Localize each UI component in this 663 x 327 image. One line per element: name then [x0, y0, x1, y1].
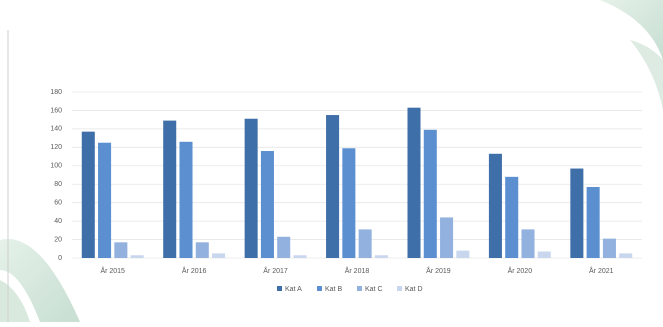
bar [358, 229, 372, 258]
bar [130, 255, 144, 258]
x-tick-label: År 2021 [589, 266, 614, 275]
x-tick-label: År 2015 [100, 266, 125, 275]
y-tick-label: 0 [58, 255, 62, 262]
bar [537, 251, 551, 258]
y-tick-label: 80 [54, 181, 62, 188]
bar [342, 148, 356, 258]
bar [602, 238, 616, 258]
x-tick-label: År 2020 [508, 266, 533, 275]
y-tick-label: 100 [50, 163, 62, 170]
x-tick-label: År 2016 [182, 266, 207, 275]
y-tick-label: 140 [50, 126, 62, 133]
chart: 0 20 40 60 80 100 120 140 160 180 År 2015 År 2016 År… [50, 89, 642, 293]
bar [505, 176, 519, 258]
y-tick-label: 120 [50, 144, 62, 151]
bar [293, 255, 307, 258]
bar [586, 186, 600, 258]
bar [570, 168, 584, 258]
bar [114, 242, 128, 258]
bar [163, 120, 177, 258]
legend-label: Kat D [405, 286, 423, 293]
x-tick-label: År 2017 [263, 266, 288, 275]
bar [212, 253, 226, 258]
bar [423, 129, 437, 258]
bar [277, 236, 291, 258]
x-tick-label: År 2018 [345, 266, 370, 275]
decoration [0, 239, 80, 322]
legend-label: Kat A [285, 286, 302, 293]
bar [374, 255, 388, 258]
bar [488, 153, 502, 258]
bar [195, 242, 209, 258]
decoration [630, 40, 663, 110]
legend-swatch [397, 286, 402, 291]
bar [81, 131, 95, 258]
bar [244, 118, 258, 258]
y-tick-label: 160 [50, 107, 62, 114]
y-tick-label: 60 [54, 200, 62, 207]
x-tick-label: År 2019 [426, 266, 451, 275]
bar [619, 253, 633, 258]
bar [260, 151, 274, 258]
bar [440, 217, 454, 258]
legend-swatch [317, 286, 322, 291]
legend-label: Kat B [325, 286, 342, 293]
legend-swatch [357, 286, 362, 291]
y-tick-label: 20 [54, 236, 62, 243]
y-tick-label: 180 [50, 89, 62, 96]
bar [326, 115, 340, 258]
bar [179, 141, 193, 258]
y-tick-label: 40 [54, 218, 62, 225]
decoration [600, 0, 663, 60]
legend-swatch [277, 286, 282, 291]
bar [521, 229, 535, 258]
bar [407, 107, 421, 258]
legend-label: Kat C [365, 286, 383, 293]
bar [456, 250, 470, 258]
bar [98, 142, 112, 258]
